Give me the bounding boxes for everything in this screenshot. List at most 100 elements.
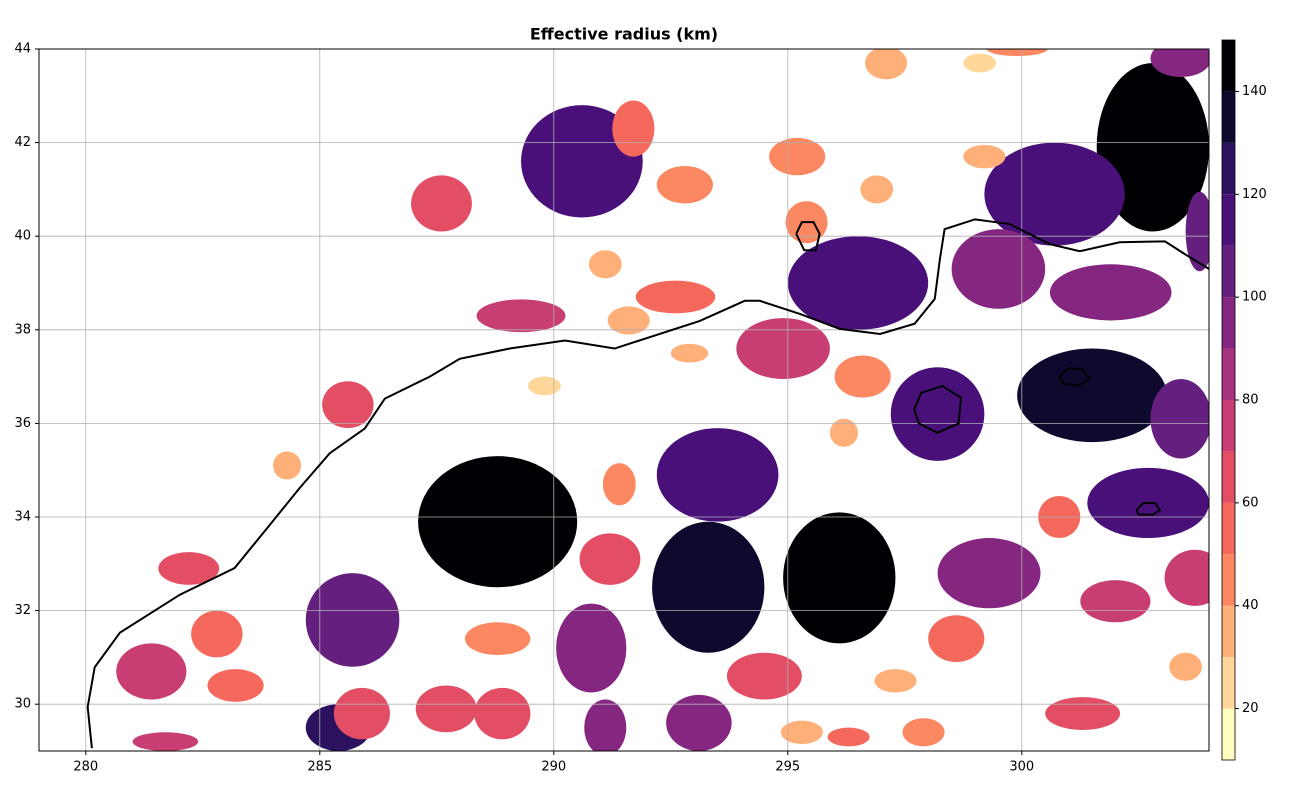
contour-region [1150, 49, 1209, 78]
contour-region [556, 603, 627, 693]
contour-region [736, 318, 830, 379]
contour-line [86, 218, 1209, 749]
colorbar-band [1222, 502, 1235, 555]
contour-region [273, 451, 302, 480]
contour-region [984, 142, 1125, 246]
contour-region [602, 463, 636, 506]
contour-region [656, 166, 713, 204]
colorbar-band [1222, 194, 1235, 246]
contour-region [1045, 697, 1121, 730]
y-tick-label: 42 [14, 135, 31, 150]
contour-line [795, 221, 821, 252]
contour-region [305, 573, 400, 667]
contour-region [902, 718, 945, 747]
y-tick-label: 30 [14, 697, 31, 712]
contour-region [476, 299, 566, 333]
contour-region [415, 685, 477, 733]
contour-region [607, 306, 650, 335]
contour-region [1169, 652, 1202, 681]
colorbar-band [1222, 142, 1235, 195]
y-tick-label: 34 [14, 510, 31, 525]
y-tick-label: 40 [14, 229, 31, 244]
contour-region [584, 699, 627, 751]
x-tick-label: 285 [307, 760, 332, 775]
contour-region [116, 643, 187, 700]
colorbar-band [1222, 708, 1235, 760]
contour-region [612, 100, 655, 157]
contour-region [588, 250, 622, 279]
contour-region [787, 236, 929, 330]
colorbar-band [1222, 348, 1235, 400]
contour-region [474, 687, 531, 740]
contour-region [464, 622, 531, 656]
contour-region [1017, 348, 1167, 443]
contour-region [1164, 549, 1209, 606]
blob-layer [116, 49, 1209, 751]
colorbar-band [1222, 297, 1235, 349]
contour-region [207, 669, 264, 702]
contour-region [860, 175, 894, 204]
y-tick-label: 38 [14, 322, 31, 337]
colorbar-tick-label: 80 [1242, 393, 1259, 408]
contour-region [829, 418, 859, 447]
contour-region [333, 687, 391, 740]
contour-region [1185, 191, 1209, 272]
y-tick-label: 44 [14, 42, 31, 57]
colorbar-band [1222, 554, 1235, 606]
colorbar-band [1222, 91, 1235, 143]
colorbar-tick-label: 60 [1242, 495, 1259, 510]
colorbar-tick-label: 120 [1242, 187, 1267, 202]
x-tick-label: 295 [775, 760, 800, 775]
contour-region [827, 727, 870, 747]
colorbar-tick-label: 140 [1242, 84, 1267, 99]
contour-region [635, 280, 716, 314]
y-tick-label: 36 [14, 416, 31, 431]
contour-region [780, 720, 823, 744]
contour-region [726, 652, 802, 700]
contour-region [874, 669, 917, 693]
x-tick-label: 300 [1009, 760, 1034, 775]
contour-region [528, 376, 561, 396]
contour-region [963, 53, 997, 73]
contour-region [666, 694, 732, 751]
contour-line [913, 384, 963, 434]
contour-region [579, 533, 641, 585]
colorbar-tick-label: 20 [1242, 701, 1259, 716]
contour-region [322, 381, 374, 429]
contour-region [1150, 378, 1209, 459]
colorbar-tick-label: 40 [1242, 598, 1259, 613]
colorbar-band [1222, 245, 1235, 298]
contour-region [890, 367, 985, 461]
contour-region [937, 538, 1041, 609]
contour-region [411, 175, 472, 232]
contour-region [963, 144, 1006, 169]
colorbar-band [1222, 40, 1235, 92]
plot-frame [38, 48, 1210, 752]
colorbar-band [1222, 605, 1235, 658]
contour-region [783, 512, 896, 644]
contour-region [1096, 63, 1209, 232]
colorbar-tick-label: 100 [1242, 290, 1267, 305]
contour-region [652, 521, 765, 653]
colorbar-band [1222, 400, 1235, 452]
contour-region [951, 229, 1046, 309]
contour-region [132, 732, 199, 751]
x-tick-label: 280 [73, 760, 98, 775]
contour-region [986, 49, 1048, 57]
chart-title: Effective radius (km) [530, 25, 718, 44]
contour-region [191, 610, 243, 658]
y-tick-label: 32 [14, 603, 31, 618]
contour-region [1080, 580, 1151, 623]
contour-region [1049, 264, 1172, 321]
contour-region [521, 105, 643, 218]
contour-region [769, 137, 826, 176]
x-tick-label: 290 [541, 760, 566, 775]
contour-region [158, 552, 220, 585]
colorbar-band [1222, 451, 1235, 503]
contour-region [670, 343, 709, 363]
contour-region [834, 355, 891, 398]
contour-region [418, 456, 578, 588]
contour-region [656, 428, 779, 522]
contour-region [928, 615, 985, 663]
